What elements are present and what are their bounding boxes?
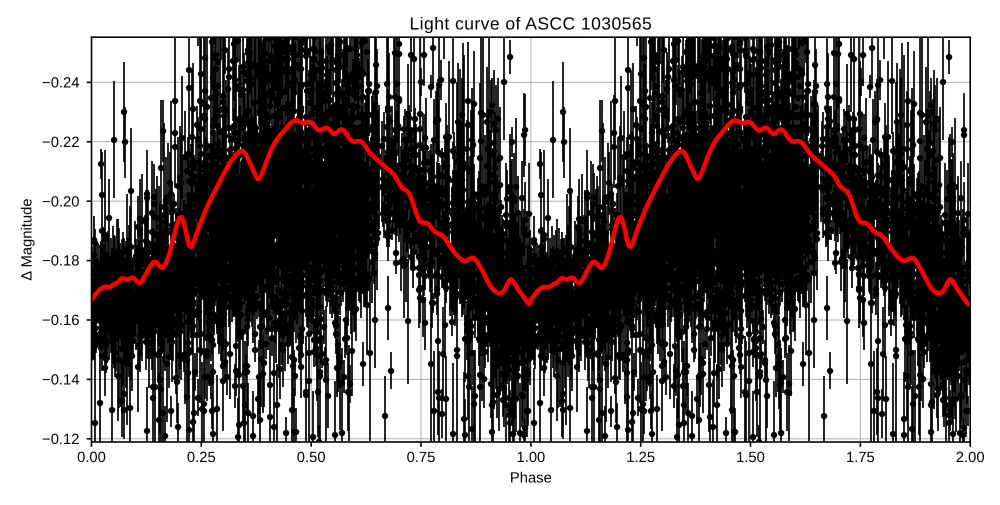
svg-text:1.00: 1.00 (516, 450, 545, 466)
svg-text:0.75: 0.75 (407, 450, 436, 466)
svg-text:−0.24: −0.24 (42, 75, 79, 91)
svg-text:Phase: Phase (510, 470, 552, 486)
svg-text:−0.16: −0.16 (42, 313, 79, 329)
svg-text:0.00: 0.00 (77, 450, 106, 466)
svg-text:1.25: 1.25 (626, 450, 655, 466)
svg-text:2.00: 2.00 (956, 450, 985, 466)
svg-text:−0.20: −0.20 (42, 194, 79, 210)
svg-text:1.75: 1.75 (846, 450, 875, 466)
svg-text:0.25: 0.25 (187, 450, 216, 466)
svg-text:0.50: 0.50 (297, 450, 326, 466)
svg-text:Δ Magnitude: Δ Magnitude (19, 198, 35, 280)
svg-text:1.50: 1.50 (736, 450, 765, 466)
svg-text:−0.18: −0.18 (42, 254, 79, 270)
svg-text:−0.22: −0.22 (42, 135, 79, 151)
svg-text:−0.14: −0.14 (42, 372, 79, 388)
svg-text:−0.12: −0.12 (42, 432, 79, 448)
svg-text:Light curve of ASCC 1030565: Light curve of ASCC 1030565 (410, 14, 653, 34)
